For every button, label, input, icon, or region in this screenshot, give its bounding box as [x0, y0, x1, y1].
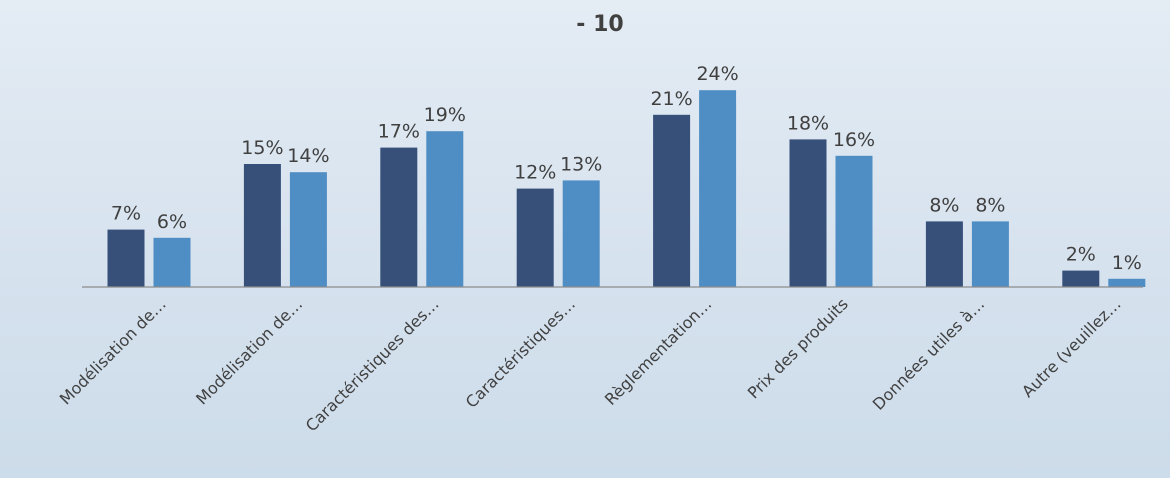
data-label-series1-cat4: 12%	[514, 162, 556, 184]
data-label-series1-cat5: 21%	[650, 88, 692, 110]
category-label-6: Prix des produits	[744, 294, 852, 402]
category-label-3: Caractéristiques des…	[302, 294, 443, 435]
category-label-4: Caractéristiques…	[462, 294, 579, 411]
data-label-series2-cat2: 14%	[287, 145, 329, 167]
data-label-series2-cat1: 6%	[157, 211, 187, 233]
category-label-5: Règlementation…	[601, 294, 716, 409]
bar-series2-cat3	[426, 131, 464, 287]
category-label-7: Données utiles à…	[869, 294, 988, 413]
data-label-series1-cat2: 15%	[241, 137, 283, 159]
bar-series2-cat5	[699, 90, 737, 287]
bar-series2-cat1	[153, 237, 191, 287]
chart-title: - 10	[576, 12, 623, 37]
data-label-series2-cat8: 1%	[1112, 252, 1142, 274]
data-label-series1-cat7: 8%	[929, 194, 959, 216]
data-label-series1-cat1: 7%	[111, 203, 141, 225]
bar-series2-cat4	[562, 180, 600, 287]
bar-series1-cat4	[516, 188, 554, 287]
data-label-series1-cat6: 18%	[787, 112, 829, 134]
bar-series1-cat7	[925, 221, 963, 287]
data-label-series1-cat3: 17%	[378, 121, 420, 143]
bar-series1-cat1	[107, 229, 145, 287]
data-label-series2-cat3: 19%	[424, 104, 466, 126]
data-label-series1-cat8: 2%	[1066, 244, 1096, 266]
bar-series1-cat2	[243, 164, 281, 287]
bar-series2-cat6	[835, 155, 873, 287]
category-label-8: Autre (veuillez…	[1018, 294, 1125, 401]
data-label-series2-cat6: 16%	[833, 129, 875, 151]
data-label-series2-cat4: 13%	[560, 153, 602, 175]
bar-series1-cat8	[1062, 270, 1100, 287]
bar-series1-cat6	[789, 139, 827, 287]
category-label-1: Modélisation de…	[56, 294, 170, 408]
bars-layer: 7% 6% 15% 14% 17%19% 12% 13% 21%24% 18%16% 8% 8% 2%…	[107, 63, 1146, 287]
data-label-series2-cat5: 24%	[696, 63, 738, 85]
bar-series1-cat5	[653, 114, 691, 287]
bar-series2-cat8	[1108, 278, 1146, 287]
bar-series2-cat7	[971, 221, 1009, 287]
data-label-series2-cat7: 8%	[975, 194, 1005, 216]
bar-series1-cat3	[380, 147, 418, 287]
category-labels: Modélisation de… Modélisation de…Caractér…	[56, 294, 1125, 435]
category-label-2: Modélisation de…	[192, 294, 306, 408]
bar-series2-cat2	[289, 172, 327, 287]
